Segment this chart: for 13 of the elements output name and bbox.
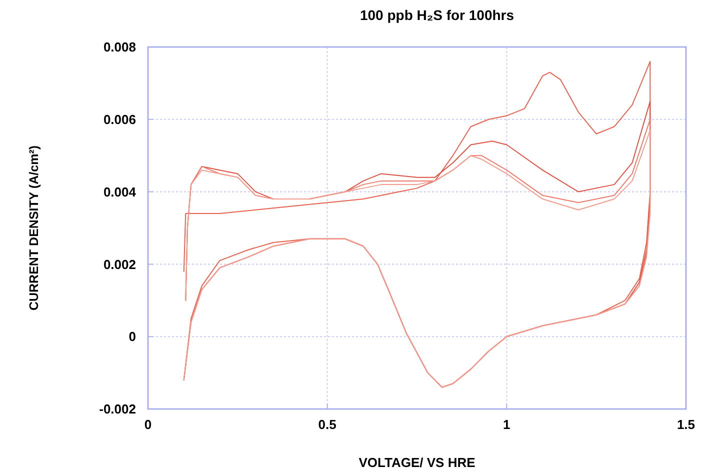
y-tick-label: 0.004: [103, 184, 137, 200]
y-tick-label: 0.002: [103, 256, 136, 272]
y-tick-label: 0: [128, 329, 136, 344]
chart-title: 100 ppb H₂S for 100hrs: [360, 7, 514, 23]
x-tick-label: 0.5: [318, 417, 336, 432]
y-axis-title: CURRENT DENSITY (A/cm²): [27, 145, 41, 311]
y-tick-label: -0.002: [99, 402, 136, 417]
x-tick-label: 1: [503, 417, 510, 432]
x-axis-title: VOLTAGE/ VS HRE: [358, 455, 476, 470]
y-tick-label: 0.006: [103, 112, 136, 127]
x-tick-label: 1.5: [676, 417, 696, 432]
x-tick-label: 0: [144, 417, 152, 432]
y-tick-label: 0.008: [103, 40, 136, 55]
